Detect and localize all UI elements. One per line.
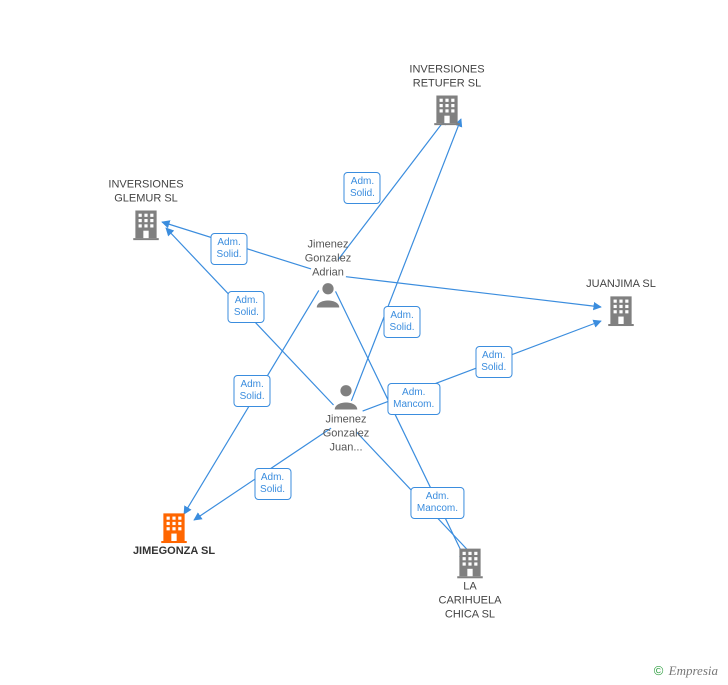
company-node-c_jimegonza[interactable]: JIMEGONZA SL (114, 509, 234, 559)
company-node-c_glemur[interactable]: INVERSIONES GLEMUR SL (86, 178, 206, 242)
node-label: JIMEGONZA SL (114, 545, 234, 559)
footer-text: Empresia (669, 663, 718, 678)
node-label: INVERSIONES RETUFER SL (387, 63, 507, 91)
building-icon (430, 91, 464, 125)
person-icon (313, 280, 343, 310)
company-node-c_carihuela[interactable]: LA CARIHUELA CHICA SL (410, 544, 530, 621)
edge-label: Adm. Mancom. (411, 487, 464, 519)
edge-label: Adm. Solid. (234, 375, 271, 407)
edge-label: Adm. Mancom. (387, 383, 440, 415)
building-icon (604, 292, 638, 326)
building-icon (129, 206, 163, 240)
edge-label: Adm. Solid. (211, 233, 248, 265)
person-icon (331, 381, 361, 411)
footer-credit: © Empresia (654, 663, 718, 679)
edge-label: Adm. Solid. (344, 172, 381, 204)
company-node-c_retufer[interactable]: INVERSIONES RETUFER SL (387, 63, 507, 127)
building-icon (157, 509, 191, 543)
node-label: JUANJIMA SL (561, 278, 681, 292)
person-node-p_adrian[interactable]: Jimenez Gonzalez Adrian (268, 238, 388, 311)
building-icon (453, 544, 487, 578)
node-label: Jimenez Gonzalez Adrian (268, 238, 388, 279)
edge-label: Adm. Solid. (254, 468, 291, 500)
node-label: LA CARIHUELA CHICA SL (410, 580, 530, 621)
node-label: INVERSIONES GLEMUR SL (86, 178, 206, 206)
company-node-c_juanjima[interactable]: JUANJIMA SL (561, 278, 681, 328)
node-label: Jimenez Gonzalez Juan... (286, 413, 406, 454)
edge-label: Adm. Solid. (228, 291, 265, 323)
edge-label: Adm. Solid. (475, 346, 512, 378)
edge-label: Adm. Solid. (384, 306, 421, 338)
